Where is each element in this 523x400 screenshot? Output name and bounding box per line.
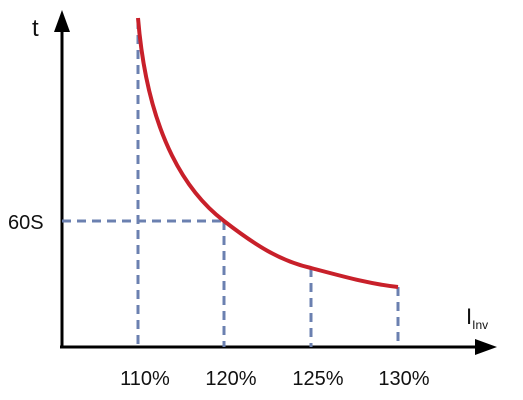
curve: [136, 17, 399, 289]
x-axis-label-subscript: Inv: [472, 318, 488, 332]
x-marker-label: 130%: [378, 368, 429, 390]
x-axis-label: IInv: [466, 304, 488, 332]
x-marker-label: 120%: [205, 368, 256, 390]
x-axis-label-main: I: [466, 304, 472, 329]
y-axis-arrow: [54, 10, 70, 32]
x-marker-label: 110%: [120, 368, 170, 390]
y-marker-label: 60S: [8, 212, 44, 234]
x-marker-label: 125%: [292, 368, 343, 390]
x-axis-arrow: [475, 339, 497, 355]
y-axis-label: t: [32, 15, 39, 42]
